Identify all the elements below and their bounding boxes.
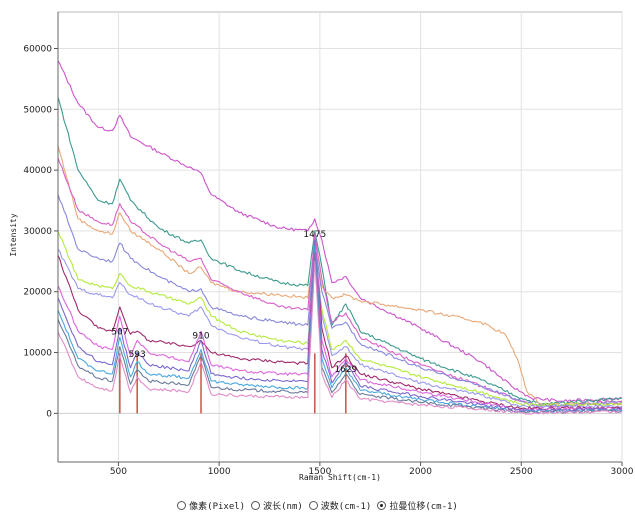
spectrum-line [57,230,623,407]
radio-circle-wavelength[interactable] [251,500,261,510]
radio-wavelength[interactable]: 波长(nm) [251,499,303,512]
spectrum-line [57,251,623,414]
y-axis-title: Intensity [9,213,18,257]
spectrum-line [57,60,623,403]
tick-labels: 500 1000 1500 2000 2500 300001000020000300004… [23,44,633,477]
peak-label: 507 [111,327,128,337]
spectrum-line [57,145,623,407]
peak-label: 910 [192,332,209,342]
radio-circle-pixel[interactable] [177,500,187,510]
x-tick-label: 500 [110,467,127,477]
spectrum-series [57,60,623,415]
radio-circle-raman-shift[interactable] [377,500,387,510]
peak-label: 593 [129,350,146,360]
axes [54,12,623,466]
y-tick-label: 60000 [23,44,52,54]
radio-label-pixel: 像素(Pixel) [189,501,246,512]
radio-label-wavelength: 波长(nm) [263,501,303,512]
peak-label: 1475 [303,230,326,240]
raman-spectrum-chart: 500 1000 1500 2000 2500 300001000020000300004… [9,11,634,482]
y-tick-label: 0 [46,409,52,419]
radio-label-wavenumber: 波数(cm-1) [320,501,372,512]
x-tick-label: 2500 [510,467,533,477]
spectrum-line [57,245,623,413]
peak-labels: 507 593 910 1475 1629 [111,230,357,375]
y-tick-label: 10000 [23,349,52,359]
radio-wavenumber[interactable]: 波数(cm-1) [308,499,372,512]
x-tick-label: 1500 [308,467,331,477]
radio-raman-shift[interactable]: 拉曼位移(cm-1) [377,499,458,512]
y-tick-label: 30000 [23,227,52,237]
x-axis-title: Raman Shift(cm-1) [299,473,381,482]
peak-marker-lines [119,353,347,414]
x-tick-label: 3000 [611,467,634,477]
peak-label: 1629 [334,365,357,375]
spectrum-line [57,239,623,409]
spectrum-line [57,260,623,415]
unit-radio-group: 像素(Pixel) 波长(nm) 波数(cm-1) 拉曼位移(cm-1) [0,494,635,516]
y-tick-label: 20000 [23,288,52,298]
y-tick-label: 50000 [23,105,52,115]
radio-pixel[interactable]: 像素(Pixel) [177,499,245,512]
spectrum-line [57,233,623,412]
spectrum-line [57,239,623,413]
x-tick-label: 1000 [208,467,231,477]
spectrum-line [57,96,623,405]
radio-circle-wavenumber[interactable] [308,500,318,510]
radio-label-raman-shift: 拉曼位移(cm-1) [389,501,458,512]
x-tick-label: 2000 [409,467,432,477]
grid-lines [57,11,623,463]
plot-area [57,11,623,463]
y-tick-label: 40000 [23,166,52,176]
